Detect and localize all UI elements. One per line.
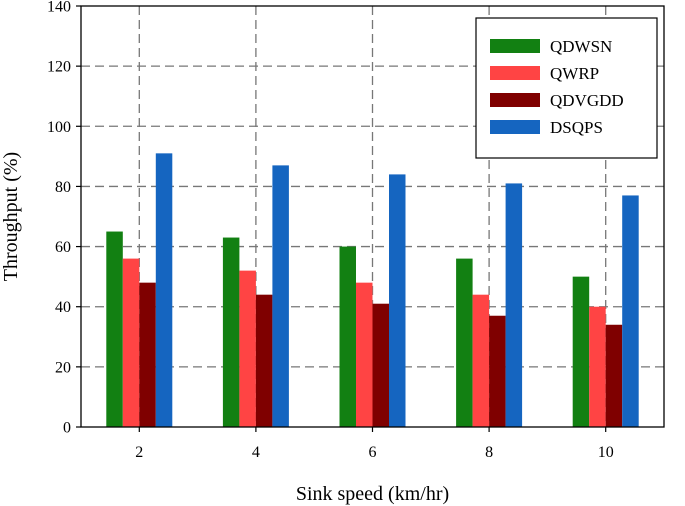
y-tick-label: 80 <box>55 179 71 196</box>
bar-dsqps-10 <box>622 195 639 427</box>
bar-qdvgdd-8 <box>489 315 506 427</box>
x-axis-title: Sink speed (km/hr) <box>296 483 449 505</box>
y-tick-label: 0 <box>63 420 71 437</box>
legend-label-qwrp: QWRP <box>550 64 599 83</box>
y-axis-title: Throughput (%) <box>0 152 22 281</box>
bar-qwrp-6 <box>356 282 373 427</box>
x-tick-label: 10 <box>598 444 614 461</box>
x-tick-label: 4 <box>252 444 260 461</box>
bar-qdwsn-4 <box>222 237 240 427</box>
bar-qdwsn-6 <box>339 246 356 427</box>
bar-qdvgdd-2 <box>139 282 156 427</box>
bar-dsqps-2 <box>155 153 173 427</box>
bar-qwrp-4 <box>239 270 256 427</box>
bars <box>106 153 639 427</box>
bar-qdvgdd-10 <box>605 324 623 427</box>
legend-label-qdwsn: QDWSN <box>550 37 612 56</box>
legend: QDWSN QWRP QDVGDD DSQPS <box>475 17 658 159</box>
x-axis: 2 4 6 8 10 <box>135 427 614 461</box>
bar-qdwsn-2 <box>106 231 123 427</box>
x-tick-label: 8 <box>485 444 493 461</box>
legend-swatch-qdwsn <box>490 39 540 53</box>
legend-swatch-dsqps <box>490 120 540 134</box>
bar-dsqps-8 <box>505 183 523 427</box>
bar-qdwsn-10 <box>572 276 590 427</box>
bar-qwrp-2 <box>122 258 140 427</box>
y-tick-label: 60 <box>55 239 71 256</box>
legend-label-qdvgdd: QDVGDD <box>550 91 624 110</box>
x-tick-label: 2 <box>135 444 143 461</box>
legend-swatch-qdvgdd <box>490 93 540 107</box>
y-tick-label: 40 <box>55 299 71 316</box>
bar-dsqps-4 <box>272 165 289 427</box>
bar-qdvgdd-4 <box>255 294 273 427</box>
legend-label-dsqps: DSQPS <box>550 118 603 137</box>
y-tick-label: 120 <box>47 59 71 76</box>
y-axis: 0 20 40 60 80 100 120 140 <box>47 0 81 437</box>
bar-dsqps-6 <box>389 174 406 427</box>
bar-qwrp-10 <box>589 306 606 427</box>
bar-qdwsn-8 <box>456 258 473 427</box>
y-tick-label: 100 <box>47 119 71 136</box>
y-tick-label: 20 <box>55 359 71 376</box>
y-tick-label: 140 <box>47 0 71 16</box>
x-tick-label: 6 <box>369 444 377 461</box>
bar-qdvgdd-6 <box>372 303 389 427</box>
bar-qwrp-8 <box>472 294 490 427</box>
legend-swatch-qwrp <box>490 66 540 80</box>
